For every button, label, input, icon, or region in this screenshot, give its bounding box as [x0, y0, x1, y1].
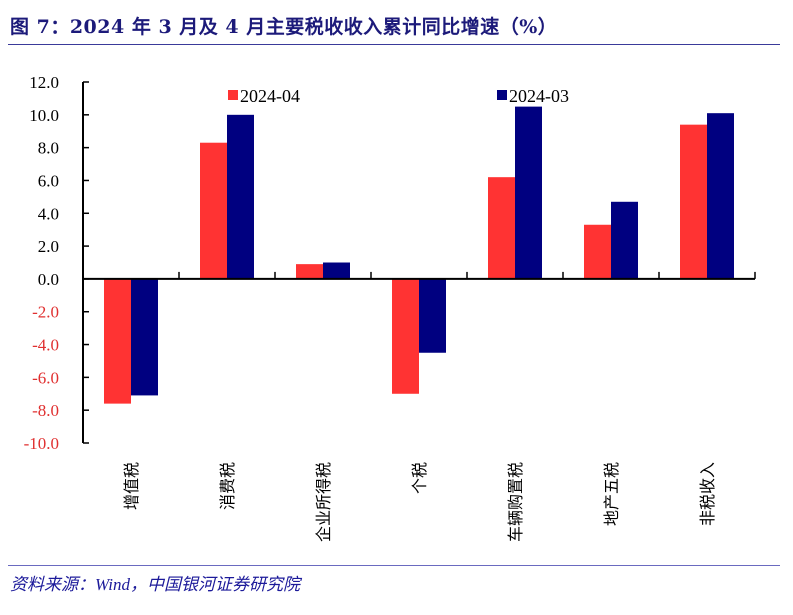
y-tick-label: 12.0 [29, 73, 59, 92]
y-tick-label: -6.0 [32, 368, 59, 387]
category-label: 增值税 [122, 462, 141, 510]
y-tick-label: 4.0 [38, 204, 59, 223]
bar-2024-04-企业所得税 [296, 264, 323, 279]
bar-2024-03-个税 [419, 278, 446, 353]
y-tick-label: 0.0 [38, 270, 59, 289]
legend-swatch-2024-04 [228, 90, 238, 100]
category-label: 车辆购置税 [506, 462, 525, 542]
y-tick-label: -4.0 [32, 336, 59, 355]
bar-2024-04-非税收入 [680, 124, 707, 279]
bar-2024-04-消费税 [200, 142, 227, 279]
bar-2024-03-非税收入 [707, 113, 734, 279]
y-tick-label: 8.0 [38, 139, 59, 158]
y-tick-label: -10.0 [24, 434, 59, 453]
source-divider [8, 565, 780, 566]
bar-2024-04-地产五税 [584, 224, 611, 279]
legend-label-2024-04: 2024-04 [240, 86, 300, 106]
bar-2024-03-消费税 [227, 114, 254, 279]
category-label: 消费税 [218, 462, 237, 510]
y-tick-label: 6.0 [38, 171, 59, 190]
y-tick-label: 2.0 [38, 237, 59, 256]
legend-swatch-2024-03 [497, 90, 507, 100]
bar-2024-03-企业所得税 [323, 262, 350, 279]
category-label: 地产五税 [602, 462, 621, 526]
source-note: 资料来源：Wind，中国银河证券研究院 [10, 575, 300, 594]
y-tick-label: -8.0 [32, 401, 59, 420]
figure-title: 图 7：2024 年 3 月及 4 月主要税收收入累计同比增速（%） [10, 16, 558, 38]
y-tick-label: 10.0 [29, 106, 59, 125]
category-label: 个税 [410, 462, 429, 494]
bar-2024-03-车辆购置税 [515, 106, 542, 279]
title-divider [8, 44, 780, 45]
y-tick-label: -2.0 [32, 303, 59, 322]
bar-2024-04-增值税 [104, 278, 131, 404]
bar-2024-03-地产五税 [611, 201, 638, 279]
bar-2024-04-车辆购置税 [488, 177, 515, 279]
bar-chart: 12.0 10.0 8.0 6.0 4.0 2.0 0.0 -2.0 -4.0 -6.0 -8.0 -… [24, 73, 756, 542]
legend-label-2024-03: 2024-03 [509, 86, 569, 106]
category-label: 企业所得税 [314, 462, 333, 542]
bar-2024-03-增值税 [131, 278, 158, 396]
bar-2024-04-个税 [392, 278, 419, 394]
category-label: 非税收入 [698, 462, 717, 526]
